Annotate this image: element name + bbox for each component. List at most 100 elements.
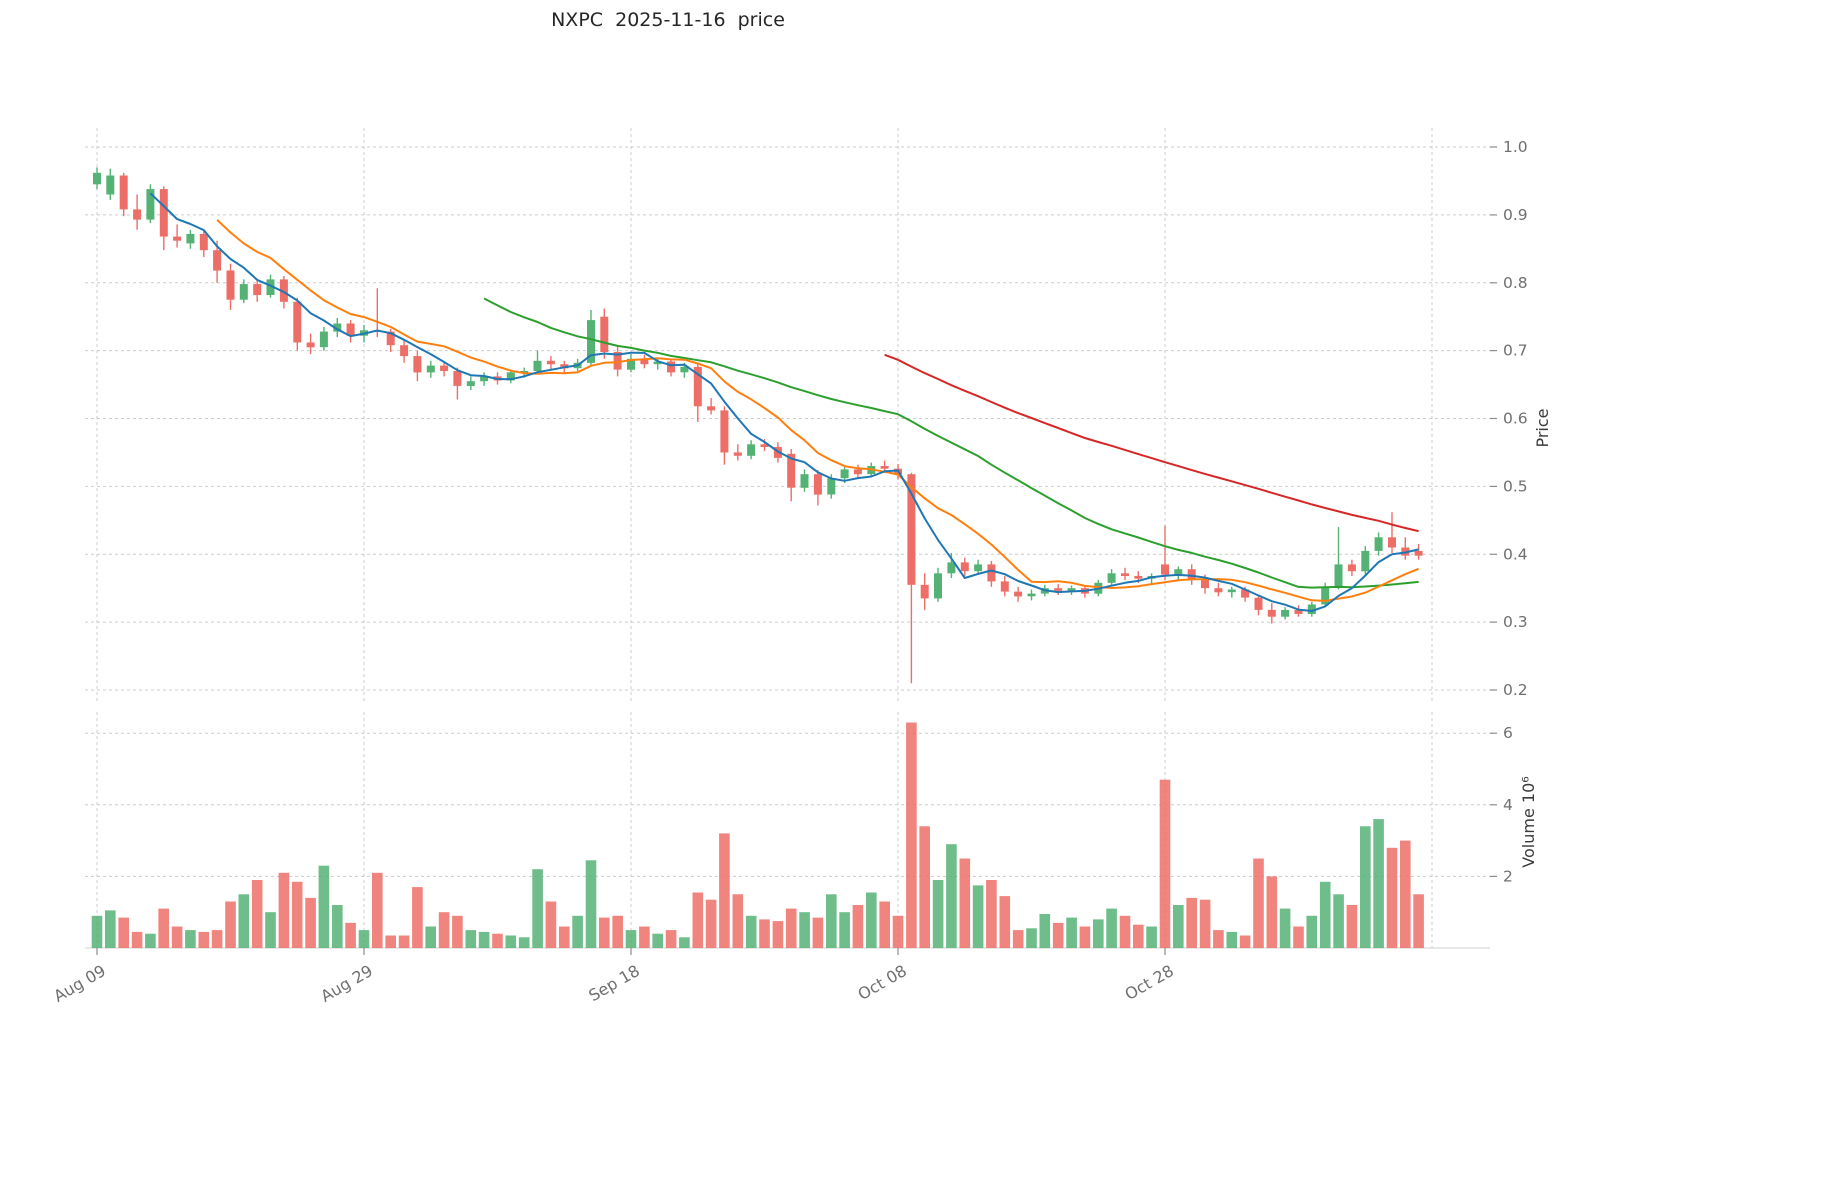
volume-bar (826, 894, 837, 948)
volume-bar (705, 899, 717, 948)
candle-body (613, 352, 622, 370)
candle-body (1107, 573, 1116, 583)
candle-body (974, 564, 983, 572)
candle-body (1307, 604, 1316, 614)
volume-bar (665, 930, 677, 948)
volume-bar (372, 872, 383, 948)
candle-body (840, 469, 849, 479)
volume-bar (118, 917, 129, 948)
price-tick-label: 0.7 (1503, 342, 1528, 360)
candle-body (1054, 588, 1063, 591)
candle-body (400, 345, 409, 357)
candle-body (466, 381, 475, 386)
candle-body (853, 469, 862, 475)
candle-body (1254, 597, 1263, 610)
candle-body (680, 366, 689, 373)
volume-bar (198, 931, 210, 948)
volume-bar (772, 921, 784, 948)
volume-bar (812, 917, 824, 948)
volume-bar (572, 915, 583, 948)
candle-body (546, 360, 555, 365)
volume-bar (1333, 894, 1344, 948)
volume-bar (599, 917, 610, 948)
candle-body (440, 365, 449, 371)
volume-bar (465, 930, 477, 948)
volume-bar (185, 930, 196, 948)
candle-body (1161, 564, 1169, 575)
volume-bar (158, 908, 169, 948)
candle-body (693, 366, 702, 407)
volume-bar (412, 887, 423, 948)
candle-body (960, 562, 969, 572)
volume-bar (1413, 894, 1424, 948)
candle-body (1388, 537, 1396, 548)
volume-bar (745, 915, 757, 948)
candle-body (1294, 609, 1303, 614)
volume-bar (278, 872, 290, 948)
volume-bar (398, 935, 410, 948)
volume-bar (492, 933, 503, 948)
volume-bar (1360, 826, 1371, 948)
volume-bar (358, 930, 370, 948)
volume-bar (1199, 899, 1211, 948)
candle-body (453, 371, 462, 386)
candle-body (306, 342, 315, 348)
candle-body (1201, 580, 1209, 589)
volume-bar (1226, 931, 1238, 948)
candle-body (333, 323, 342, 332)
candle-body (1321, 586, 1330, 605)
sma10-line (216, 219, 1419, 602)
candle-body (800, 474, 809, 488)
volume-bar (265, 912, 276, 948)
candle-body (386, 331, 395, 346)
candle-body (413, 356, 422, 373)
candle-body (1347, 564, 1356, 572)
volume-bar (532, 869, 543, 948)
candle-body (920, 584, 929, 599)
volume-bar (1266, 876, 1278, 948)
volume-bar (692, 892, 704, 948)
volume-bar (625, 930, 637, 948)
volume-bar (1026, 928, 1037, 948)
volume-bar (385, 935, 396, 948)
price-tick-label: 0.4 (1503, 545, 1528, 563)
candle-body (293, 301, 302, 343)
volume-bar (919, 826, 930, 948)
candle-body (1067, 588, 1076, 591)
sma60-line (884, 353, 1419, 533)
candle-body (319, 331, 328, 348)
volume-bar (425, 926, 436, 948)
volume-bar (1239, 935, 1251, 948)
volume-bar (1186, 897, 1197, 948)
sma30-line (483, 297, 1419, 589)
volume-tick-label: 4 (1503, 796, 1513, 814)
volume-bar (1133, 924, 1144, 948)
price-axis-label: Price (1533, 408, 1552, 447)
volume-bar (1052, 922, 1064, 948)
volume-bar (291, 881, 303, 948)
volume-bar (1146, 926, 1157, 948)
volume-bar (585, 860, 597, 948)
volume-bar (1159, 779, 1171, 948)
volume-bar (545, 901, 557, 948)
candle-body (907, 474, 916, 585)
candle-body (213, 250, 222, 271)
candle-body (1014, 591, 1023, 597)
candle-body (426, 365, 435, 373)
candle-body (253, 284, 262, 295)
volume-bar (1400, 840, 1411, 948)
candle-body (199, 233, 208, 251)
date-tick-label: Sep 18 (585, 961, 643, 1005)
volume-bar (1066, 917, 1077, 948)
candle-body (93, 172, 101, 185)
candle-body (1214, 588, 1223, 593)
volume-bar (91, 915, 103, 948)
volume-bar (131, 931, 143, 948)
volume-bar (318, 865, 330, 948)
volume-bar (1039, 914, 1051, 948)
candle-body (733, 452, 742, 456)
candle-body (520, 371, 529, 373)
candle-body (1134, 576, 1143, 579)
volume-bar (679, 937, 690, 948)
volume-bar (1093, 919, 1104, 948)
